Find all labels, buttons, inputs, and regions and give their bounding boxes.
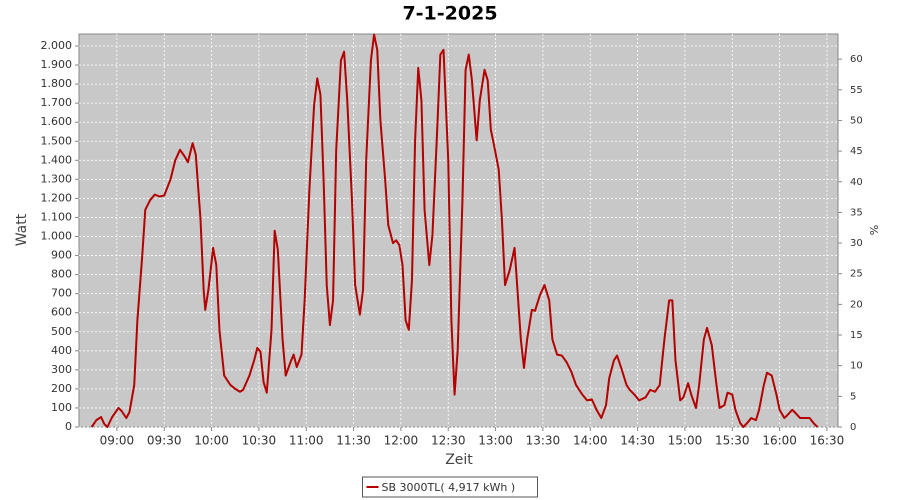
chart-title: 7-1-2025 bbox=[402, 3, 497, 25]
x-tick-label: 16:00 bbox=[762, 434, 797, 448]
y2-axis-label: % bbox=[868, 225, 881, 235]
y-tick-label: 0 bbox=[65, 420, 72, 433]
y-tick-label: 900 bbox=[51, 249, 72, 262]
y2-tick-label: 55 bbox=[850, 85, 863, 96]
x-tick-label: 09:30 bbox=[147, 434, 182, 448]
y-tick-label: 700 bbox=[51, 287, 72, 300]
y-tick-label: 100 bbox=[51, 401, 72, 414]
y-tick-label: 600 bbox=[51, 306, 72, 319]
y-tick-label: 200 bbox=[51, 382, 72, 395]
y2-tick-label: 40 bbox=[850, 177, 863, 188]
y-tick-label: 1.500 bbox=[41, 134, 73, 147]
x-axis-label: Zeit bbox=[445, 452, 473, 468]
y-tick-label: 1.400 bbox=[41, 153, 73, 166]
legend-label: SB 3000TL( 4,917 kWh ) bbox=[382, 481, 516, 494]
x-tick-label: 16:30 bbox=[810, 434, 845, 448]
y2-tick-label: 5 bbox=[850, 391, 856, 402]
y-tick-label: 1.800 bbox=[41, 77, 73, 90]
x-tick-label: 12:30 bbox=[431, 434, 466, 448]
x-tick-label: 12:00 bbox=[384, 434, 419, 448]
y2-tick-label: 0 bbox=[850, 422, 856, 433]
x-tick-label: 11:00 bbox=[289, 434, 324, 448]
x-tick-label: 13:30 bbox=[526, 434, 561, 448]
y-tick-label: 1.000 bbox=[41, 230, 73, 243]
x-tick-label: 15:30 bbox=[715, 434, 750, 448]
y-tick-label: 2.000 bbox=[41, 39, 73, 52]
y-tick-label: 400 bbox=[51, 344, 72, 357]
y-tick-label: 500 bbox=[51, 325, 72, 338]
x-tick-label: 15:00 bbox=[668, 434, 703, 448]
y2-tick-label: 10 bbox=[850, 361, 863, 372]
y2-tick-label: 45 bbox=[850, 146, 863, 157]
y2-tick-label: 30 bbox=[850, 238, 863, 249]
y2-tick-label: 15 bbox=[850, 330, 863, 341]
y2-tick-label: 35 bbox=[850, 207, 863, 218]
x-tick-label: 09:00 bbox=[100, 434, 135, 448]
x-tick-label: 14:00 bbox=[573, 434, 608, 448]
y2-tick-label: 25 bbox=[850, 269, 863, 280]
y-axis-label: Watt bbox=[14, 213, 30, 246]
x-tick-label: 10:30 bbox=[242, 434, 277, 448]
y-tick-label: 300 bbox=[51, 363, 72, 376]
x-tick-label: 14:30 bbox=[620, 434, 655, 448]
y-tick-label: 1.900 bbox=[41, 58, 73, 71]
legend-box bbox=[362, 476, 538, 498]
y-tick-label: 1.300 bbox=[41, 172, 73, 185]
y2-tick-label: 20 bbox=[850, 299, 863, 310]
y-tick-label: 1.100 bbox=[41, 210, 73, 223]
series-line bbox=[90, 33, 819, 428]
y-tick-label: 1.700 bbox=[41, 96, 73, 109]
x-tick-label: 10:00 bbox=[194, 434, 229, 448]
x-tick-label: 13:00 bbox=[478, 434, 513, 448]
y2-tick-label: 60 bbox=[850, 54, 863, 65]
y-tick-label: 800 bbox=[51, 268, 72, 281]
plot-area bbox=[78, 33, 839, 428]
y2-tick-label: 50 bbox=[850, 115, 863, 126]
legend: SB 3000TL( 4,917 kWh ) bbox=[362, 476, 538, 498]
x-tick-label: 11:30 bbox=[336, 434, 371, 448]
y-tick-label: 1.600 bbox=[41, 115, 73, 128]
y-tick-label: 1.200 bbox=[41, 191, 73, 204]
